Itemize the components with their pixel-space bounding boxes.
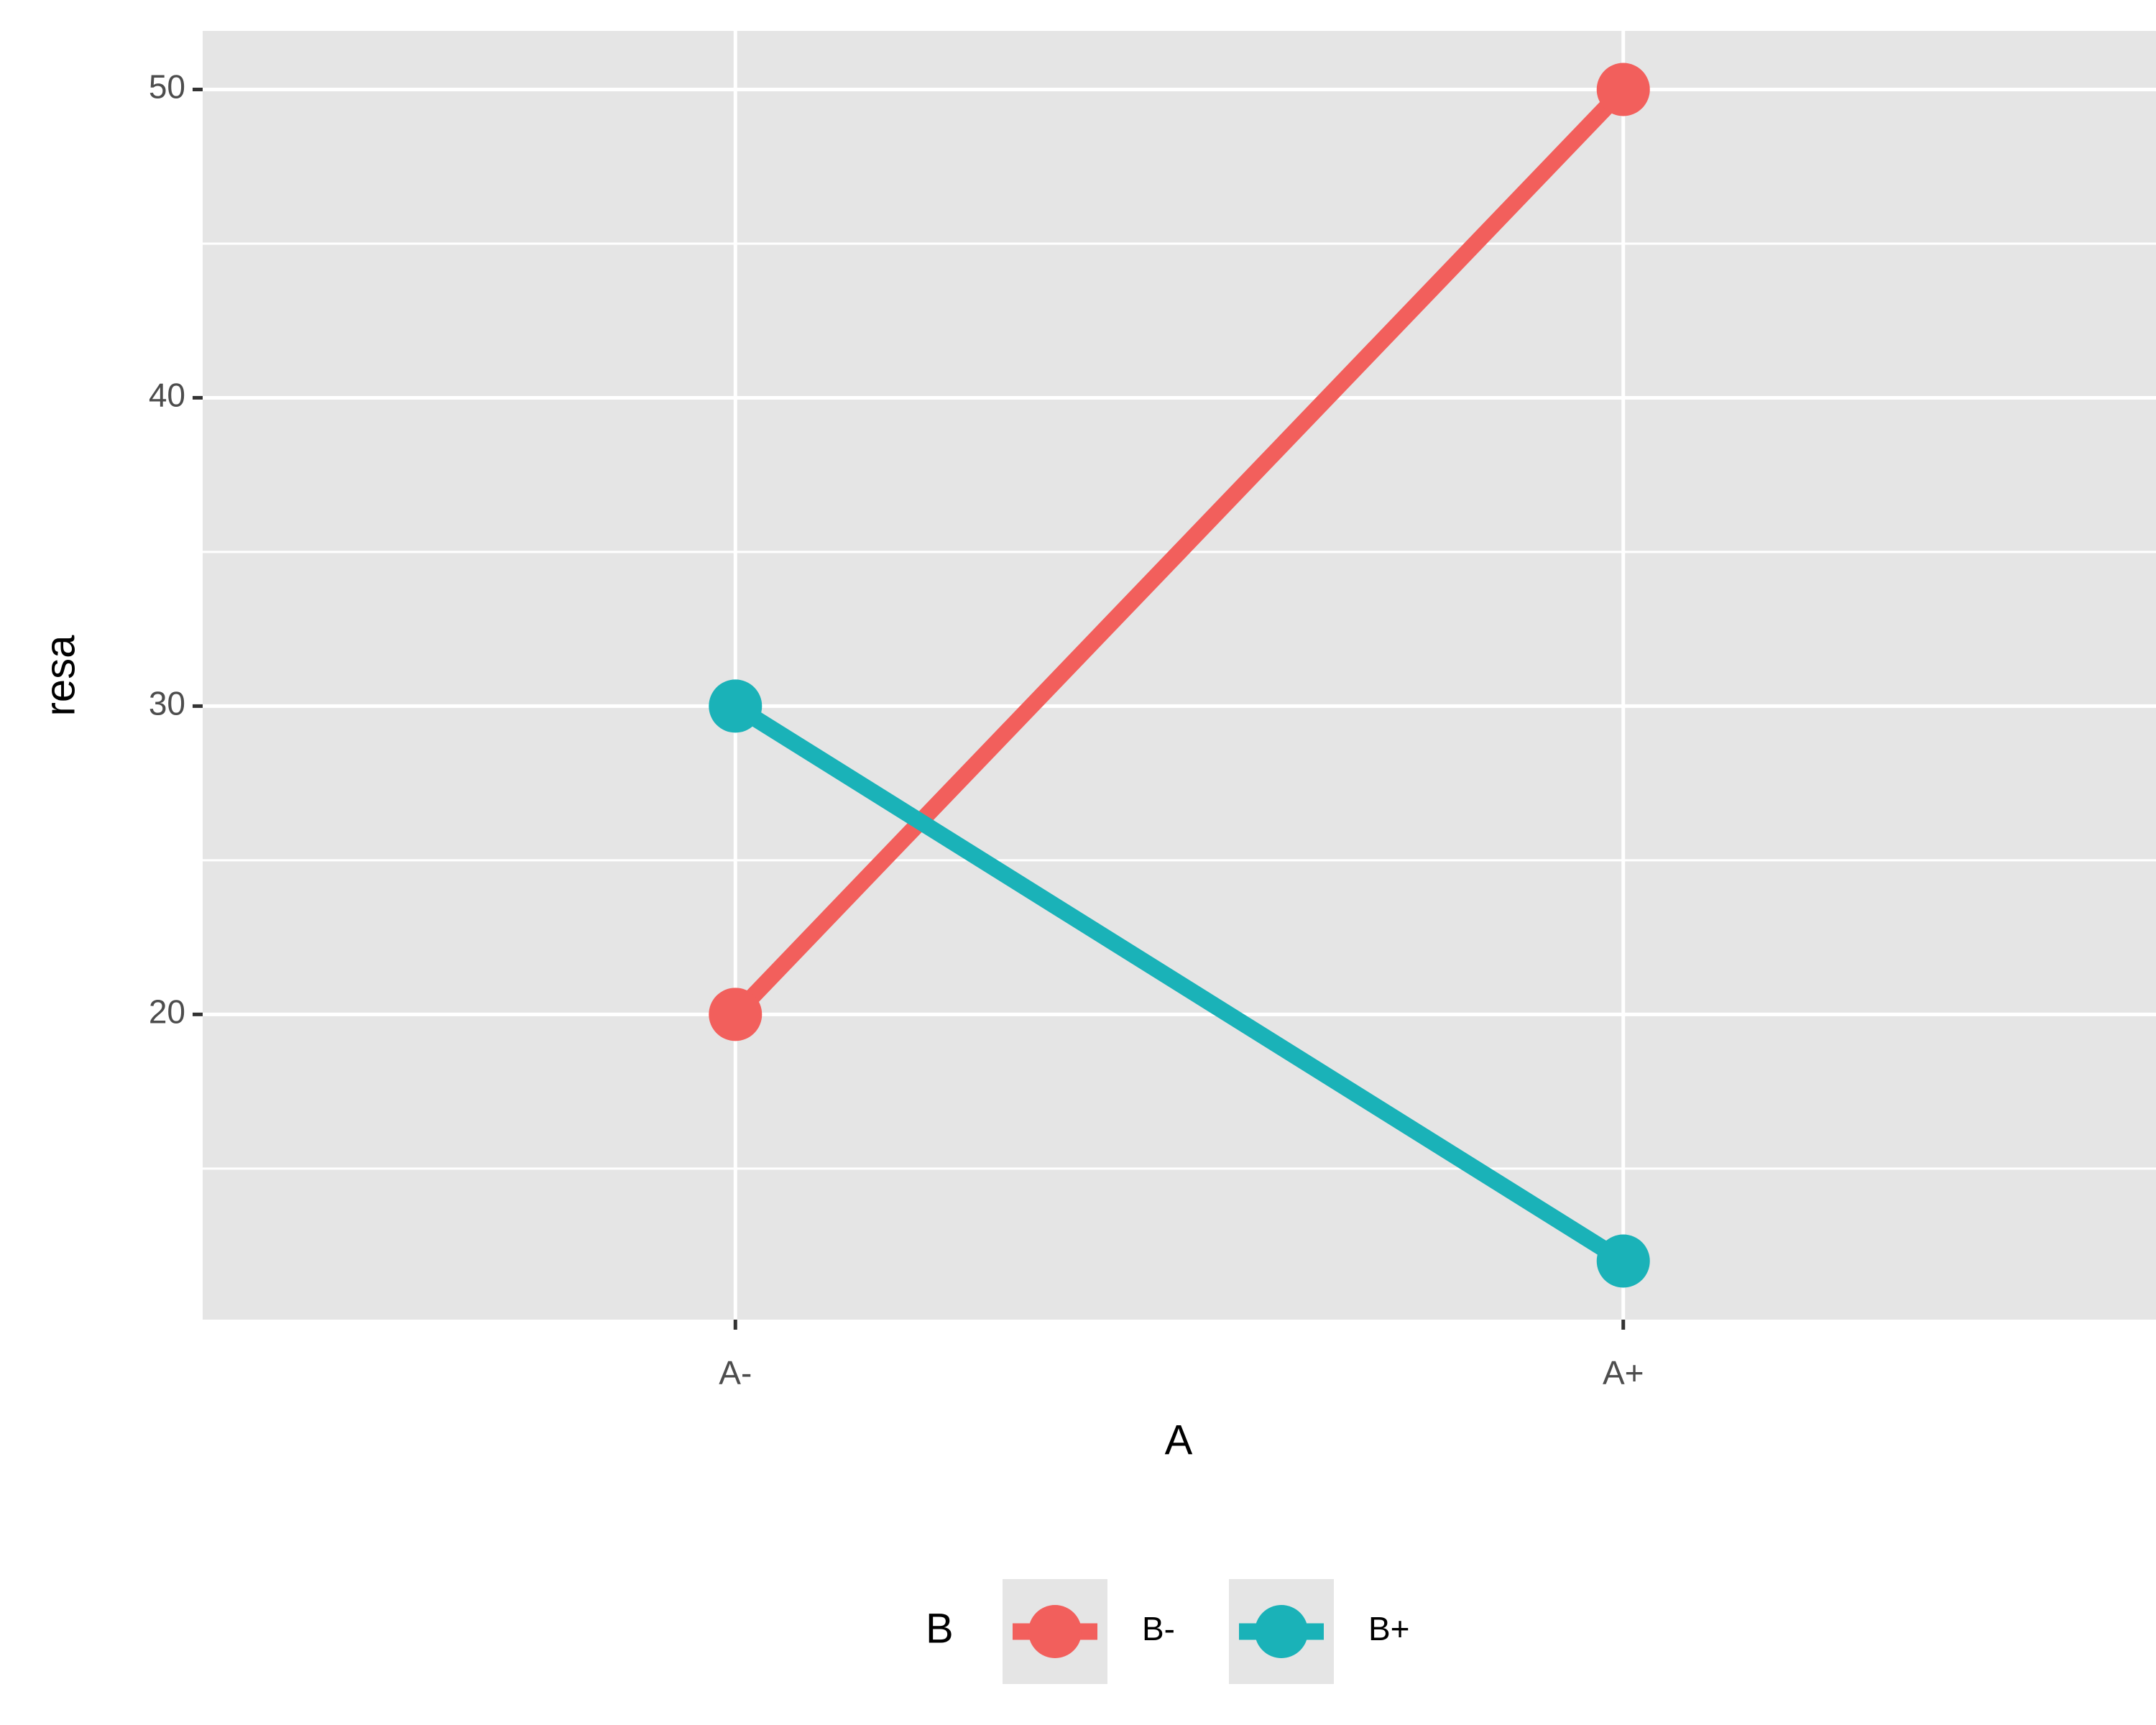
y-axis-title: resa	[37, 635, 83, 717]
data-point	[709, 988, 763, 1041]
data-point	[1596, 63, 1650, 116]
series-line	[729, 83, 1630, 1021]
legend-title: B	[926, 1605, 954, 1652]
legend-key-point	[1255, 1605, 1308, 1658]
plot-panel	[203, 31, 2156, 1320]
y-tick-label: 20	[149, 993, 185, 1030]
data-point	[1596, 1234, 1650, 1288]
y-tick-label: 50	[149, 68, 185, 106]
series-line	[731, 699, 1628, 1269]
y-tick-label: 40	[149, 377, 185, 414]
legend-key-point	[1028, 1605, 1082, 1658]
x-tick-label: A+	[1603, 1354, 1644, 1392]
data-point	[709, 679, 763, 733]
legend-label: B-	[1142, 1610, 1175, 1647]
legend-label: B+	[1368, 1610, 1410, 1647]
x-axis-title: A	[1165, 1417, 1193, 1463]
x-tick-label: A-	[719, 1354, 752, 1392]
y-tick-label: 30	[149, 685, 185, 722]
